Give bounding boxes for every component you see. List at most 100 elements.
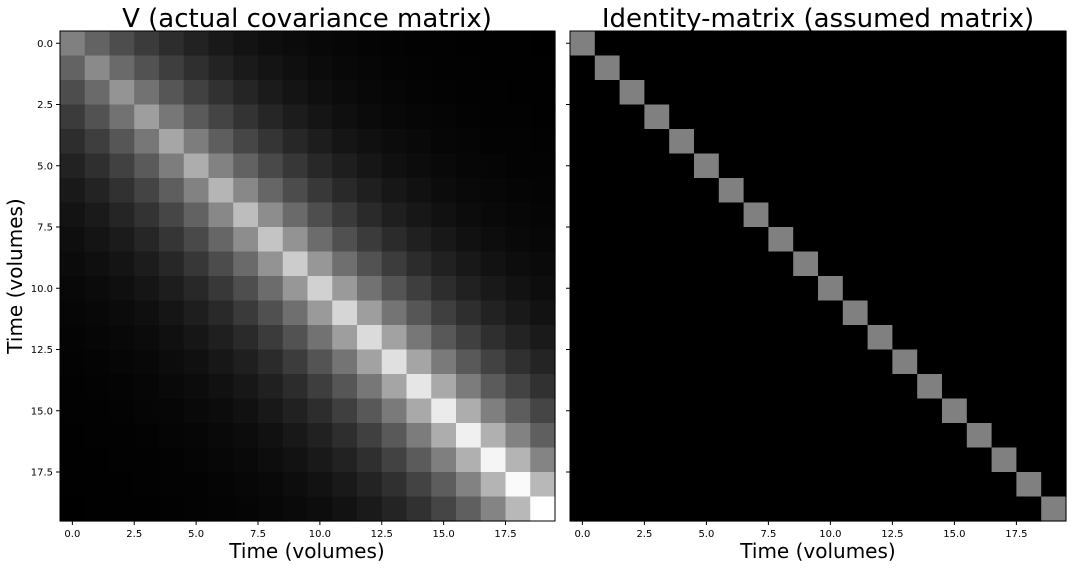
heatmap-cell (942, 153, 968, 179)
heatmap-cell (991, 398, 1017, 424)
heatmap-cell (694, 153, 720, 179)
heatmap-cell (1041, 178, 1067, 204)
heatmap-cell (644, 374, 670, 400)
heatmap-cell (233, 104, 259, 130)
heatmap-cell (718, 300, 745, 326)
heatmap-cell (818, 80, 844, 106)
heatmap-cell (134, 300, 160, 326)
heatmap-cell (818, 300, 844, 326)
heatmap-cell (505, 129, 531, 155)
heatmap-cell (282, 153, 309, 179)
heatmap-cell (84, 374, 111, 400)
heatmap-cell (134, 80, 160, 106)
heatmap-cell (332, 31, 358, 57)
heatmap-cell (60, 153, 86, 179)
heatmap-cell (768, 153, 794, 179)
covariance-x-ticks: 0.0 2.5 5.0 7.5 10.0 12.5 15.0 17.5 (64, 521, 517, 540)
heatmap-cell (694, 129, 720, 155)
heatmap-cell (644, 202, 670, 228)
heatmap-cell (258, 104, 284, 130)
heatmap-cell (183, 325, 210, 351)
heatmap-cell (208, 276, 234, 302)
heatmap-cell (966, 349, 993, 375)
heatmap-cell (233, 31, 259, 57)
heatmap-cell (694, 80, 720, 106)
heatmap-cell (431, 31, 457, 57)
heatmap-cell (669, 153, 695, 179)
heatmap-cell (208, 251, 234, 277)
heatmap-cell (431, 178, 457, 204)
heatmap-cell (456, 153, 482, 179)
heatmap-cell (644, 129, 670, 155)
heatmap-cell (431, 423, 457, 449)
covariance-y-ticks: 0.0 2.5 5.0 7.5 10.0 12.5 15.0 17.5 (31, 39, 60, 479)
heatmap-cell (1016, 153, 1042, 179)
heatmap-cell (743, 153, 769, 179)
heatmap-cell (84, 276, 111, 302)
heatmap-cell (258, 55, 284, 81)
heatmap-cell (718, 398, 745, 424)
heatmap-cell (406, 325, 432, 351)
heatmap-cell (357, 398, 383, 424)
identity-xlabel: Time (volumes) (739, 539, 895, 563)
heatmap-cell (307, 104, 333, 130)
heatmap-cell (159, 349, 185, 375)
heatmap-cell (480, 31, 507, 57)
heatmap-cell (84, 104, 111, 130)
heatmap-cell (570, 55, 596, 81)
heatmap-cell (867, 472, 893, 498)
heatmap-cell (381, 496, 408, 522)
heatmap-cell (406, 349, 432, 375)
heatmap-cell (480, 104, 507, 130)
heatmap-cell (991, 447, 1017, 473)
heatmap-cell (183, 129, 210, 155)
heatmap-cell (109, 276, 135, 302)
heatmap-cell (406, 251, 432, 277)
heatmap-cell (1041, 447, 1067, 473)
heatmap-cell (966, 227, 993, 253)
heatmap-cell (966, 80, 993, 106)
heatmap-cell (530, 349, 556, 375)
heatmap-cell (768, 276, 794, 302)
heatmap-cell (1041, 153, 1067, 179)
heatmap-cell (718, 349, 745, 375)
heatmap-cell (743, 300, 769, 326)
heatmap-cell (892, 300, 918, 326)
heatmap-cell (570, 374, 596, 400)
heatmap-cell (644, 349, 670, 375)
heatmap-cell (109, 55, 135, 81)
heatmap-cell (431, 251, 457, 277)
heatmap-cell (842, 300, 869, 326)
heatmap-cell (917, 423, 943, 449)
heatmap-cell (381, 374, 408, 400)
heatmap-cell (159, 251, 185, 277)
heatmap-cell (942, 227, 968, 253)
heatmap-cell (258, 153, 284, 179)
heatmap-cell (134, 55, 160, 81)
heatmap-cell (505, 423, 531, 449)
heatmap-cell (942, 349, 968, 375)
heatmap-cell (84, 398, 111, 424)
heatmap-cell (505, 251, 531, 277)
heatmap-cell (109, 178, 135, 204)
heatmap-cell (793, 129, 819, 155)
heatmap-cell (258, 129, 284, 155)
heatmap-cell (892, 227, 918, 253)
heatmap-cell (406, 129, 432, 155)
heatmap-cell (307, 153, 333, 179)
heatmap-cell (818, 349, 844, 375)
heatmap-cell (233, 55, 259, 81)
heatmap-cell (505, 398, 531, 424)
heatmap-cell (134, 423, 160, 449)
heatmap-cell (619, 374, 645, 400)
heatmap-cell (867, 202, 893, 228)
heatmap-cell (594, 447, 621, 473)
heatmap-cell (406, 374, 432, 400)
heatmap-cell (530, 374, 556, 400)
heatmap-cell (406, 496, 432, 522)
heatmap-cell (867, 104, 893, 130)
heatmap-cell (332, 447, 358, 473)
heatmap-cell (892, 251, 918, 277)
heatmap-cell (357, 104, 383, 130)
heatmap-cell (942, 178, 968, 204)
